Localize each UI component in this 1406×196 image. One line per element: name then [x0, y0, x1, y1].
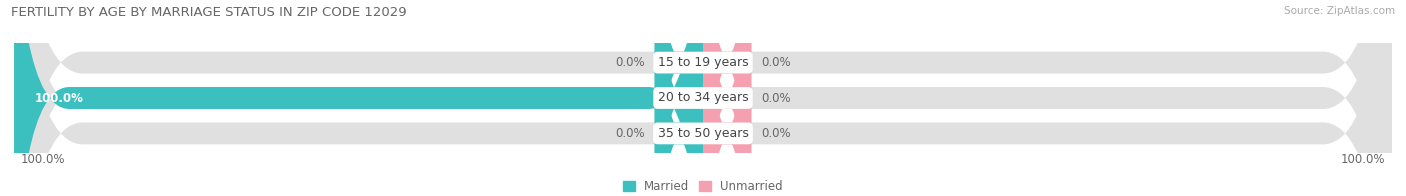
Text: 0.0%: 0.0% [762, 92, 792, 104]
Text: 100.0%: 100.0% [21, 153, 66, 166]
Text: 100.0%: 100.0% [1340, 153, 1385, 166]
Text: 0.0%: 0.0% [762, 127, 792, 140]
Text: 15 to 19 years: 15 to 19 years [658, 56, 748, 69]
FancyBboxPatch shape [655, 0, 703, 196]
Text: 0.0%: 0.0% [614, 56, 644, 69]
Text: 0.0%: 0.0% [614, 127, 644, 140]
Text: Source: ZipAtlas.com: Source: ZipAtlas.com [1284, 6, 1395, 16]
FancyBboxPatch shape [703, 0, 751, 196]
Text: 100.0%: 100.0% [35, 92, 83, 104]
Legend: Married, Unmarried: Married, Unmarried [623, 180, 783, 193]
Text: 35 to 50 years: 35 to 50 years [658, 127, 748, 140]
FancyBboxPatch shape [14, 0, 1392, 196]
FancyBboxPatch shape [655, 0, 703, 196]
Text: 20 to 34 years: 20 to 34 years [658, 92, 748, 104]
FancyBboxPatch shape [703, 0, 751, 196]
FancyBboxPatch shape [14, 0, 1392, 196]
FancyBboxPatch shape [14, 0, 703, 196]
Text: FERTILITY BY AGE BY MARRIAGE STATUS IN ZIP CODE 12029: FERTILITY BY AGE BY MARRIAGE STATUS IN Z… [11, 6, 406, 19]
FancyBboxPatch shape [655, 0, 703, 196]
FancyBboxPatch shape [703, 0, 751, 196]
Text: 0.0%: 0.0% [762, 56, 792, 69]
FancyBboxPatch shape [14, 0, 1392, 196]
